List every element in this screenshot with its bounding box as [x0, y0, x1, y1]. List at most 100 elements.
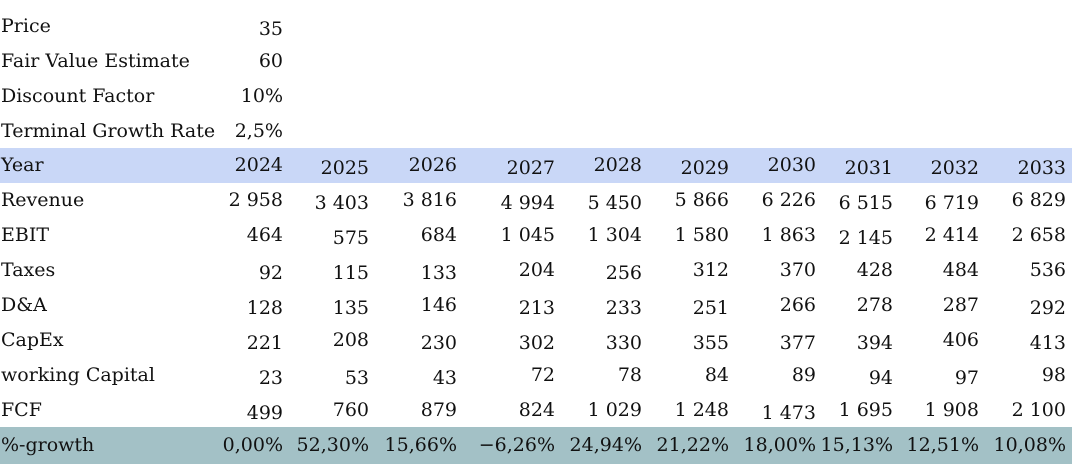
year-cell: 2032	[930, 157, 979, 179]
param-label: Terminal Growth Rate	[1, 120, 216, 142]
data-cell: 6 226	[761, 189, 816, 211]
data-cell: 115	[332, 262, 369, 284]
data-cell: 5 450	[587, 192, 642, 214]
row-label: Taxes	[1, 259, 56, 281]
row-label: CapEx	[1, 329, 64, 351]
data-cell: 1 863	[761, 224, 816, 246]
param-value: 60	[258, 50, 283, 72]
row-label: FCF	[1, 399, 42, 421]
data-cell: 394	[856, 332, 893, 354]
row-label: Revenue	[1, 189, 85, 211]
param-row-price: Price 35	[0, 9, 1072, 44]
data-cell: 413	[1029, 332, 1066, 354]
year-cell: 2028	[593, 154, 642, 176]
row-label: EBIT	[1, 224, 50, 246]
growth-cell: 52,30%	[296, 434, 369, 456]
data-cell: 78	[617, 364, 642, 386]
data-cell: 1 580	[674, 224, 729, 246]
row-revenue: Revenue 2 958 3 403 3 816 4 994 5 450 5 …	[0, 183, 1072, 218]
data-cell: 575	[332, 227, 369, 249]
data-cell: 278	[856, 294, 893, 316]
data-cell: 464	[246, 224, 283, 246]
data-cell: 5 866	[674, 189, 729, 211]
data-cell: 2 414	[924, 224, 979, 246]
data-cell: 377	[779, 332, 816, 354]
param-row-terminal-growth: Terminal Growth Rate 2,5%	[0, 114, 1072, 149]
data-cell: 1 695	[838, 399, 893, 421]
data-cell: 1 029	[587, 399, 642, 421]
growth-label: %-growth	[1, 434, 95, 456]
year-header-row: Year 2024 2025 2026 2027 2028 2029 2030 …	[0, 148, 1072, 183]
data-cell: 760	[332, 399, 369, 421]
year-cell: 2031	[844, 157, 893, 179]
row-ebit: EBIT 464 575 684 1 045 1 304 1 580 1 863…	[0, 218, 1072, 253]
param-row-fair-value: Fair Value Estimate 60	[0, 44, 1072, 79]
row-taxes: Taxes 92 115 133 204 256 312 370 428 484…	[0, 253, 1072, 288]
growth-row: %-growth 0,00% 52,30% 15,66% −6,26% 24,9…	[0, 427, 1072, 464]
year-header-label: Year	[1, 154, 44, 176]
data-cell: 84	[704, 364, 729, 386]
param-label: Fair Value Estimate	[1, 50, 190, 72]
data-cell: 92	[258, 262, 283, 284]
data-cell: 98	[1041, 364, 1066, 386]
data-cell: 1 045	[500, 224, 555, 246]
growth-cell: 15,13%	[820, 434, 893, 456]
year-cell: 2029	[680, 157, 729, 179]
data-cell: 256	[605, 262, 642, 284]
growth-cell: 24,94%	[569, 434, 642, 456]
growth-cell: 21,22%	[656, 434, 729, 456]
param-value: 2,5%	[234, 120, 283, 142]
data-cell: 1 248	[674, 399, 729, 421]
row-label: D&A	[1, 294, 47, 316]
data-cell: 251	[692, 297, 729, 319]
data-cell: 2 100	[1011, 399, 1066, 421]
data-cell: 536	[1029, 259, 1066, 281]
data-cell: 43	[432, 367, 457, 389]
data-cell: 221	[246, 332, 283, 354]
growth-cell: 15,66%	[384, 434, 457, 456]
data-cell: 213	[518, 297, 555, 319]
year-cell: 2033	[1017, 157, 1066, 179]
data-cell: 292	[1029, 297, 1066, 319]
data-cell: 312	[692, 259, 729, 281]
data-cell: 287	[942, 294, 979, 316]
data-cell: 128	[246, 297, 283, 319]
growth-cell: −6,26%	[478, 434, 555, 456]
data-cell: 3 816	[402, 189, 457, 211]
year-cell: 2027	[506, 157, 555, 179]
year-cell: 2024	[234, 154, 283, 176]
data-cell: 94	[868, 367, 893, 389]
data-cell: 72	[530, 364, 555, 386]
year-cell: 2026	[408, 154, 457, 176]
data-cell: 302	[518, 332, 555, 354]
param-value: 10%	[240, 85, 283, 107]
data-cell: 370	[779, 259, 816, 281]
data-cell: 6 829	[1011, 189, 1066, 211]
growth-cell: 18,00%	[743, 434, 816, 456]
param-value: 35	[258, 18, 283, 40]
data-cell: 1 304	[587, 224, 642, 246]
data-cell: 3 403	[314, 192, 369, 214]
data-cell: 4 994	[500, 192, 555, 214]
data-cell: 2 958	[228, 189, 283, 211]
data-cell: 824	[518, 399, 555, 421]
data-cell: 1 473	[761, 402, 816, 424]
data-cell: 879	[420, 399, 457, 421]
param-row-discount-factor: Discount Factor 10%	[0, 79, 1072, 114]
data-cell: 1 908	[924, 399, 979, 421]
data-cell: 233	[605, 297, 642, 319]
data-cell: 53	[344, 367, 369, 389]
growth-cell: 0,00%	[222, 434, 283, 456]
data-cell: 135	[332, 297, 369, 319]
data-cell: 428	[856, 259, 893, 281]
year-cell: 2030	[767, 154, 816, 176]
data-cell: 133	[420, 262, 457, 284]
data-cell: 97	[954, 367, 979, 389]
data-cell: 266	[779, 294, 816, 316]
data-cell: 146	[420, 294, 457, 316]
row-fcf: FCF 499 760 879 824 1 029 1 248 1 473 1 …	[0, 393, 1072, 428]
param-label: Discount Factor	[1, 85, 155, 107]
data-cell: 6 719	[924, 192, 979, 214]
row-d-and-a: D&A 128 135 146 213 233 251 266 278 287 …	[0, 288, 1072, 323]
